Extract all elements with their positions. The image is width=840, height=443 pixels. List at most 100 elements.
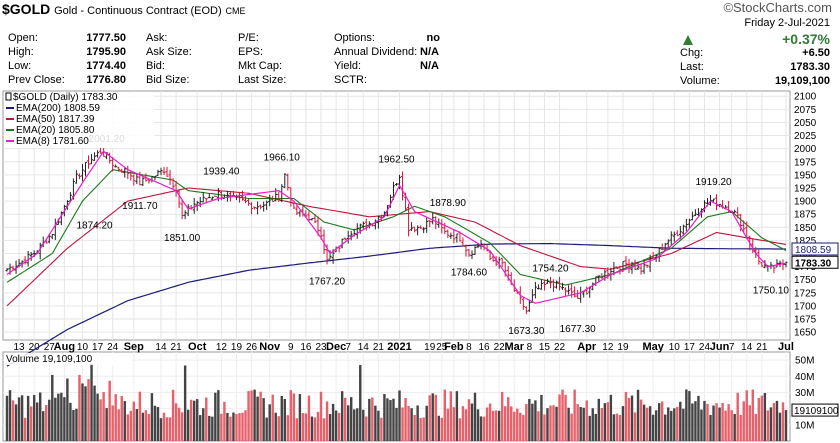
x-tick-label: Dec — [326, 341, 346, 353]
volume-bar — [552, 405, 555, 441]
volume-bar — [295, 418, 299, 441]
volume-bar — [721, 402, 724, 441]
x-tick-label: 24 — [699, 342, 711, 353]
volume-bar — [192, 400, 196, 441]
last-value: 1783.30 — [790, 61, 830, 73]
volume-bar — [162, 412, 166, 441]
ema8-line — [6, 150, 787, 304]
ohlc-bar — [500, 257, 504, 268]
volume-bar — [138, 391, 142, 441]
volume-bar — [651, 414, 655, 441]
y-tick-label: 1750 — [794, 275, 817, 286]
ohlc-bar — [361, 221, 365, 229]
ohlc-bar — [268, 194, 272, 207]
ohlc-bar — [231, 190, 235, 197]
ohlc-bar — [464, 244, 468, 257]
price-annotation: 1677.30 — [560, 324, 597, 335]
ohlc-bar — [376, 215, 380, 229]
volume-bar — [42, 411, 45, 441]
last-label: Last: — [680, 61, 704, 73]
volume-bar — [386, 398, 389, 441]
volume-bar — [75, 408, 78, 441]
last-value-tag — [791, 255, 839, 269]
volume-bar — [407, 406, 410, 441]
volume-bar — [570, 413, 573, 441]
volume-bar — [90, 363, 93, 441]
ohlc-bar — [171, 178, 175, 189]
ohlc-bar — [687, 218, 691, 229]
volume-bar — [410, 408, 413, 441]
volume-bar — [337, 412, 341, 441]
x-tick-label: 14 — [741, 342, 753, 353]
volume-bar — [220, 413, 223, 441]
ohlc-bar — [313, 214, 317, 223]
ohlc-bar — [693, 209, 697, 217]
price-annotation: 1939.40 — [203, 166, 240, 177]
volume-bar — [473, 392, 477, 441]
volume-bar — [196, 399, 199, 441]
ohlc-bar — [467, 249, 471, 257]
volume-bar — [718, 407, 721, 441]
chg-value: +6.50 — [802, 47, 830, 59]
stockcharts-watermark: ©StockCharts.com — [723, 0, 832, 15]
x-tick-label: Jul — [778, 341, 794, 353]
volume-bar — [111, 405, 114, 441]
volume-bar — [322, 418, 326, 441]
volume-bar — [238, 413, 241, 441]
volume-tick-label: 50M — [795, 356, 814, 367]
x-tick-label: 23 — [315, 342, 327, 353]
y-tick-label: 1900 — [794, 197, 817, 208]
ohlc-bar — [162, 167, 166, 176]
ohlc-bar — [277, 191, 281, 202]
volume-bar — [476, 409, 480, 441]
ohlc-bar — [265, 200, 269, 211]
ohlc-bar — [114, 164, 118, 168]
volume-bar — [422, 417, 425, 441]
volume-bar — [60, 392, 63, 441]
chart-title: $GOLD (Daily) 1783.30 — [13, 92, 118, 103]
open-value: 1777.50 — [86, 32, 126, 44]
volume-bar — [156, 407, 160, 441]
volume-bar — [555, 406, 558, 441]
volume-bar — [383, 394, 386, 441]
volume-bar — [485, 407, 489, 441]
volume-bar — [443, 389, 447, 441]
volume-tick-label: 40M — [795, 372, 814, 383]
volume-bar — [428, 395, 431, 441]
volume-bar — [57, 393, 60, 441]
volume-bar — [715, 403, 718, 441]
x-tick-label: 12 — [602, 342, 614, 353]
mkt-cap-label: Mkt Cap: — [238, 60, 283, 72]
volume-bar — [564, 394, 567, 441]
y-tick-label: 1725 — [794, 288, 817, 299]
volume-bar — [664, 414, 667, 441]
ohlc-bar — [96, 150, 100, 158]
ohlc-bar — [524, 306, 528, 315]
volume-bar — [235, 413, 238, 441]
y-tick-label: 1700 — [794, 301, 817, 312]
volume-bar — [313, 417, 317, 441]
volume-bar — [561, 389, 564, 441]
ohlc-bar — [552, 279, 556, 292]
x-tick-label: 8 — [466, 342, 472, 353]
annual-dividend-label: Annual Dividend: — [334, 46, 418, 58]
volume-bar — [440, 417, 443, 441]
volume-bar — [14, 404, 18, 441]
volume-bar — [494, 410, 498, 441]
ohlc-bar — [80, 163, 84, 182]
eps-label: EPS: — [238, 46, 264, 58]
bid-label: Bid: — [146, 60, 165, 72]
volume-bar — [742, 401, 745, 441]
volume-bar — [588, 415, 591, 441]
volume-bar — [99, 399, 102, 441]
volume-bar — [751, 389, 754, 441]
volume-bar — [35, 402, 39, 441]
volume-bar — [507, 397, 510, 441]
volume-bar — [513, 411, 516, 441]
x-tick-label: Feb — [444, 341, 464, 353]
volume-bar — [66, 378, 69, 441]
volume-bar — [772, 402, 776, 441]
ohlc-bar — [446, 229, 450, 239]
y-tick-label: 1975 — [794, 157, 817, 168]
volume-bar — [23, 417, 27, 441]
